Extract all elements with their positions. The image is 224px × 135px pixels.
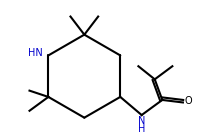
Text: N: N	[138, 116, 146, 126]
Text: O: O	[185, 96, 192, 106]
Text: H: H	[138, 124, 146, 134]
Text: HN: HN	[28, 48, 43, 58]
